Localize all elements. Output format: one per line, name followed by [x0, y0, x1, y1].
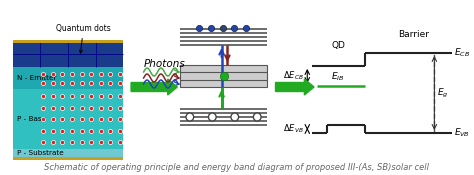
- Text: Schematic of operating principle and energy band diagram of proposed III-(As, SB: Schematic of operating principle and ene…: [45, 163, 429, 173]
- Circle shape: [254, 113, 261, 121]
- Bar: [13, 40, 123, 43]
- Bar: [13, 149, 123, 157]
- Text: Barrier: Barrier: [398, 30, 428, 39]
- Bar: [13, 67, 123, 89]
- Bar: [180, 65, 267, 87]
- Circle shape: [231, 113, 238, 121]
- Text: $\Delta E_{CB}$: $\Delta E_{CB}$: [283, 70, 304, 82]
- Text: Photons: Photons: [144, 59, 185, 69]
- Text: P - Base: P - Base: [18, 116, 46, 122]
- Bar: [13, 157, 123, 160]
- Circle shape: [209, 113, 216, 121]
- Text: $E_{IB}$: $E_{IB}$: [331, 71, 345, 83]
- FancyArrow shape: [131, 79, 177, 95]
- Bar: [13, 41, 123, 67]
- Text: $E_{VB}$: $E_{VB}$: [454, 127, 470, 139]
- FancyArrow shape: [275, 79, 314, 95]
- Text: $E_g$: $E_g$: [437, 86, 449, 100]
- Text: $\Delta E_{VB}$: $\Delta E_{VB}$: [283, 123, 304, 135]
- Text: $E_{CB}$: $E_{CB}$: [454, 47, 470, 59]
- Text: N - Emitter: N - Emitter: [18, 75, 57, 81]
- Text: Quantum dots: Quantum dots: [56, 24, 111, 53]
- Bar: [13, 89, 123, 149]
- Circle shape: [186, 113, 194, 121]
- Text: P - Substrate: P - Substrate: [18, 150, 64, 156]
- Text: QD: QD: [332, 41, 346, 50]
